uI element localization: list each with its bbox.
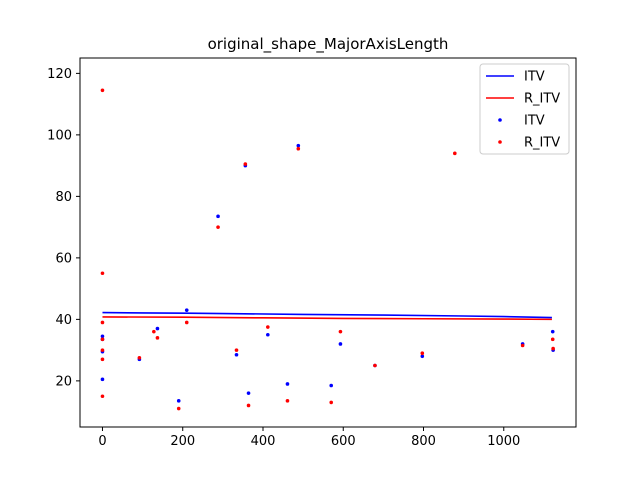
y-tick-label: 80 [55, 190, 72, 205]
legend-marker-r-itv [498, 140, 502, 144]
data-point-r-itv [100, 320, 105, 325]
data-point-itv [184, 308, 189, 312]
y-tick-label: 20 [55, 374, 72, 389]
x-tick-label: 200 [170, 434, 195, 449]
plot-area [100, 88, 555, 411]
data-point-r-itv [100, 337, 105, 342]
data-point-r-itv [285, 399, 290, 403]
series-line-r-itv [102, 316, 552, 321]
x-tick-label: 1000 [487, 434, 520, 449]
legend-label-itv: ITV [524, 114, 545, 129]
data-point-r-itv [234, 348, 239, 352]
legend-box [479, 63, 570, 155]
data-point-itv [420, 354, 425, 359]
data-point-r-itv [216, 225, 220, 229]
data-point-itv [266, 332, 270, 337]
data-point-r-itv [296, 146, 301, 151]
legend-label-itv: ITV [524, 70, 545, 85]
data-point-r-itv [137, 356, 142, 360]
data-point-r-itv [551, 346, 555, 351]
data-point-r-itv [550, 337, 555, 342]
data-point-r-itv [184, 320, 189, 325]
y-tick-label: 60 [55, 251, 72, 266]
data-point-r-itv [100, 271, 105, 276]
legend: ITV R_ITV ITV R_ITV [479, 63, 570, 155]
data-point-r-itv [453, 151, 457, 156]
data-point-r-itv [100, 394, 105, 399]
y-tick-label: 120 [47, 67, 72, 82]
x-tick-label: 0 [98, 434, 106, 449]
x-tick-label: 600 [331, 434, 356, 449]
x-tick-label: 800 [411, 434, 436, 449]
legend-marker-itv [498, 118, 502, 122]
data-point-r-itv [246, 403, 251, 408]
data-point-itv [246, 391, 251, 395]
legend-label-r-itv: R_ITV [524, 92, 560, 107]
data-point-r-itv [100, 348, 105, 352]
legend-label-r-itv: R_ITV [524, 136, 560, 151]
y-tick-label: 40 [55, 313, 72, 328]
data-point-itv [329, 383, 334, 388]
data-point-itv [338, 342, 343, 346]
data-point-r-itv [243, 162, 248, 166]
data-point-r-itv [373, 363, 377, 368]
data-point-itv [216, 214, 220, 219]
data-point-r-itv [176, 406, 181, 411]
data-point-r-itv [338, 329, 343, 334]
data-point-r-itv [152, 329, 156, 334]
plot-frame [79, 57, 577, 428]
data-point-itv [285, 382, 290, 386]
data-point-itv [550, 329, 555, 334]
data-point-r-itv [329, 400, 334, 405]
data-point-itv [100, 334, 105, 339]
data-point-r-itv [155, 336, 160, 340]
data-point-itv [234, 352, 239, 357]
data-point-itv [155, 326, 160, 331]
series-line-itv [102, 311, 552, 319]
data-point-r-itv [100, 357, 105, 362]
data-point-r-itv [520, 343, 525, 348]
chart-title: original_shape_MajorAxisLength [208, 35, 449, 54]
axes: 0 200 400 600 800 1000 20 40 60 80 100 120 [47, 57, 577, 449]
data-point-r-itv [266, 325, 270, 329]
data-point-itv [100, 377, 105, 382]
x-tick-label: 400 [251, 434, 276, 449]
data-point-r-itv [100, 88, 105, 93]
data-point-r-itv [420, 351, 425, 356]
y-tick-label: 100 [47, 128, 72, 143]
data-point-itv [176, 399, 181, 403]
data-point-itv [296, 143, 301, 148]
